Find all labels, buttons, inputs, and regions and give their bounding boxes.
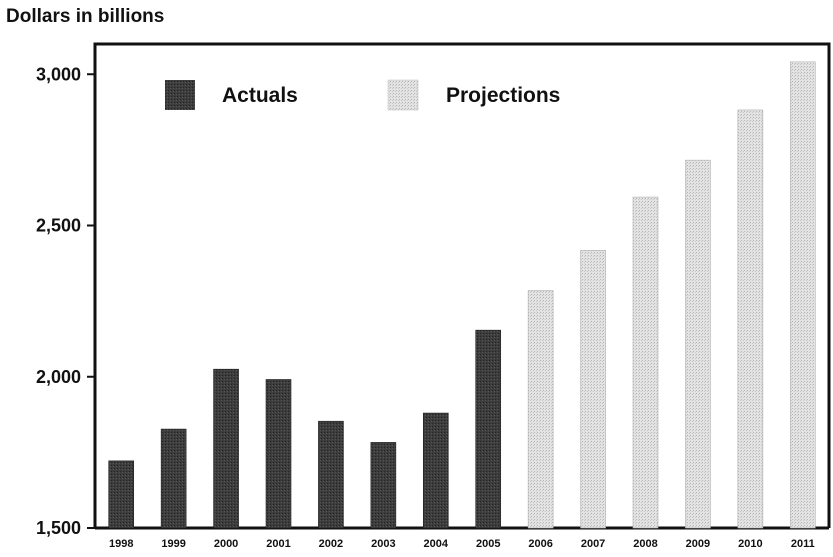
bars-group [108,61,816,529]
x-tick-label: 2003 [371,538,395,550]
bar-2003 [370,442,397,529]
x-tick-label: 2001 [266,538,290,550]
bar-2006 [527,290,554,529]
x-tick-label: 2006 [528,538,552,550]
x-tick-label: 2008 [633,538,657,550]
legend-label-actuals: Actuals [222,84,298,107]
x-tick-label: 2009 [686,538,710,550]
bar-2002 [318,420,344,529]
bar-2001 [265,379,292,529]
bar-1999 [160,428,187,529]
x-tick-label: 2011 [791,538,815,550]
legend-swatch-actuals [165,80,195,110]
x-axis: 1998 1999 2000 2001 2002 2003 2004 2005 2006 2007… [109,538,815,550]
y-tick-label: 2,500 [36,216,81,236]
y-axis: 1,500 2,000 2,500 3,000 [36,64,95,538]
plot-frame [93,42,831,530]
y-tick-label: 1,500 [36,518,81,538]
bar-2008 [632,196,659,529]
bar-2009 [685,159,711,529]
x-tick-label: 2007 [581,538,605,550]
legend: Actuals Projections [165,79,560,111]
legend-label-projections: Projections [446,84,560,107]
x-tick-label: 1998 [109,538,133,550]
x-tick-label: 2005 [476,538,500,550]
bar-2011 [789,61,816,529]
bar-1998 [108,460,135,529]
x-tick-label: 2000 [214,538,238,550]
y-tick-label: 3,000 [36,64,81,84]
plot-border [93,42,831,528]
x-tick-label: 2004 [424,538,449,550]
bar-2004 [422,412,449,529]
y-tick-label: 2,000 [36,367,81,387]
legend-swatch-projections [387,79,419,111]
x-tick-label: 2002 [319,538,343,550]
bar-2000 [213,368,239,529]
x-tick-label: 2010 [738,538,762,550]
bar-2005 [475,329,502,529]
bar-2007 [580,250,606,529]
y-axis-units-label: Dollars in billions [6,6,165,27]
bar-2010 [737,109,764,529]
x-tick-label: 1999 [161,538,185,550]
